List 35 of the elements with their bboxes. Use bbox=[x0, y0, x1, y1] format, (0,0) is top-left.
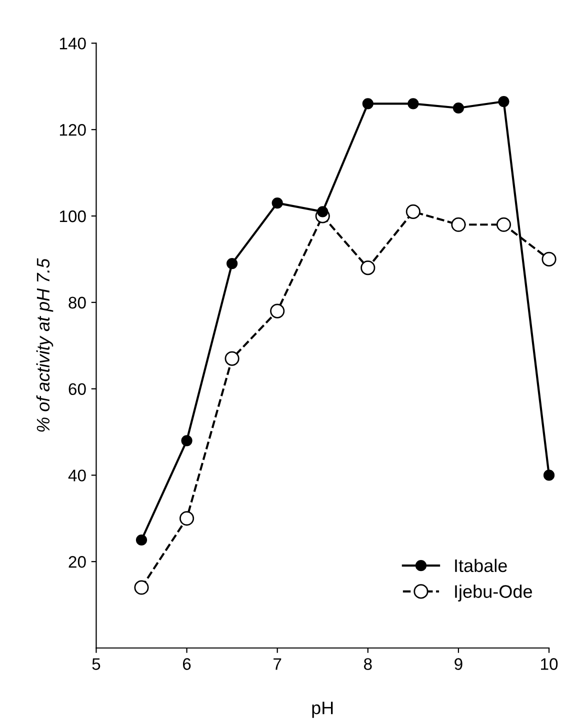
y-tick-label: 120 bbox=[60, 124, 86, 136]
x-tick-label: 9 bbox=[454, 658, 462, 670]
point bbox=[270, 304, 285, 318]
point bbox=[408, 98, 419, 110]
y-tick-label: 60 bbox=[68, 383, 86, 396]
x-tick-label: 6 bbox=[182, 658, 191, 670]
point bbox=[543, 470, 555, 481]
legend-label: Itabale bbox=[455, 558, 507, 572]
point bbox=[179, 511, 194, 526]
x-tick-label: 8 bbox=[364, 658, 372, 670]
point bbox=[226, 258, 238, 270]
x-axis-title: pH bbox=[312, 702, 333, 718]
point bbox=[362, 98, 374, 110]
x-tick-label: 5 bbox=[92, 658, 100, 670]
point bbox=[452, 102, 464, 114]
point bbox=[360, 260, 376, 276]
point bbox=[542, 252, 556, 266]
y-axis-title: % of activity at pH 7.5 bbox=[36, 258, 54, 432]
y-tick-label: 100 bbox=[60, 210, 86, 222]
point bbox=[406, 204, 420, 219]
point bbox=[496, 217, 512, 232]
point bbox=[498, 96, 510, 108]
y-tick-label: 40 bbox=[68, 470, 86, 482]
x-tick-label: 7 bbox=[274, 658, 282, 670]
point bbox=[451, 217, 466, 232]
point bbox=[181, 435, 192, 446]
point bbox=[136, 534, 148, 546]
legend-label: Ijebu-Ode bbox=[455, 584, 532, 602]
point bbox=[134, 580, 149, 595]
y-tick-label: 140 bbox=[60, 38, 86, 50]
point bbox=[272, 197, 283, 209]
x-tick-label: 10 bbox=[541, 658, 558, 670]
y-tick-label: 20 bbox=[68, 556, 86, 568]
point bbox=[224, 351, 240, 366]
y-tick-label: 80 bbox=[68, 296, 86, 309]
